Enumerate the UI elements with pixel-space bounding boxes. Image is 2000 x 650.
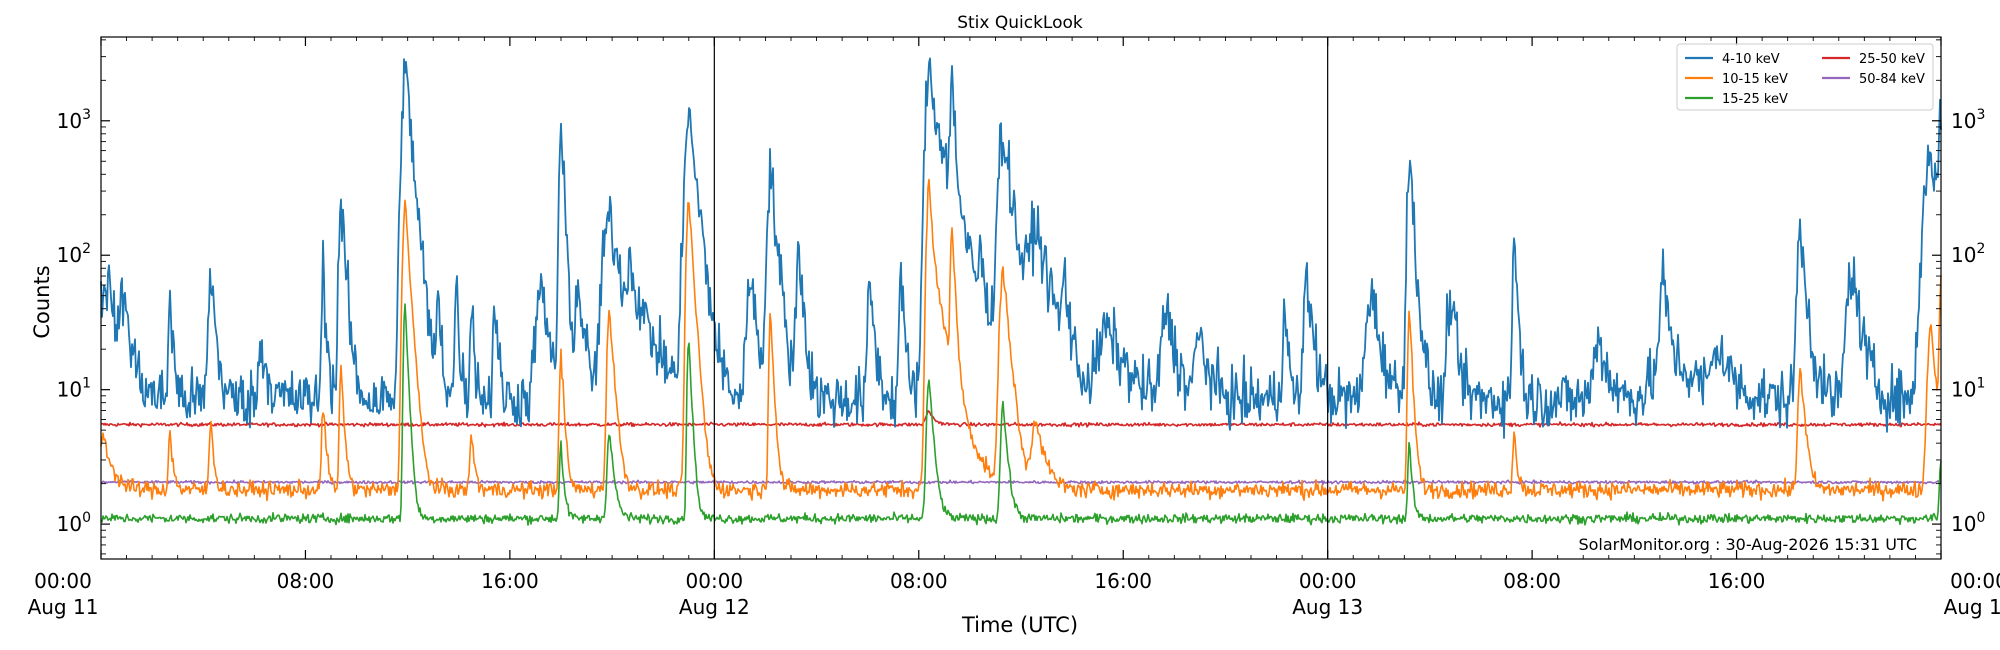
y-tick-label-left: 103 xyxy=(57,107,91,133)
x-tick-label-date: Aug 14 xyxy=(1944,595,2000,619)
legend-label: 4-10 keV xyxy=(1722,52,1780,67)
x-tick-label-time: 00:00 xyxy=(34,569,92,593)
legend-label: 50-84 keV xyxy=(1859,72,1925,87)
y-tick-label-left: 102 xyxy=(57,241,91,267)
series-layer xyxy=(100,57,1942,526)
y-tick-label-left: 100 xyxy=(57,510,91,536)
x-tick-label-time: 16:00 xyxy=(1094,569,1152,593)
y-axis-title: Counts xyxy=(30,265,54,338)
x-tick-label-time: 00:00 xyxy=(1950,569,2000,593)
chart-title: Stix QuickLook xyxy=(957,13,1083,33)
x-axis-title: Time (UTC) xyxy=(961,613,1078,637)
x-tick-label-time: 16:00 xyxy=(1708,569,1766,593)
y-tick-label-left: 101 xyxy=(57,376,91,402)
x-tick-label-time: 00:00 xyxy=(1299,569,1357,593)
legend-label: 10-15 keV xyxy=(1722,72,1788,87)
legend-label: 25-50 keV xyxy=(1859,52,1925,67)
x-tick-label-time: 16:00 xyxy=(481,569,539,593)
series-line-25-50-kev xyxy=(100,410,1942,428)
x-tick-label-date: Aug 12 xyxy=(679,595,750,619)
legend-box xyxy=(1676,43,1934,111)
y-tick-label-right: 102 xyxy=(1951,241,1985,267)
x-tick-label-time: 08:00 xyxy=(1503,569,1561,593)
x-tick-label-time: 08:00 xyxy=(890,569,948,593)
x-tick-label-time: 00:00 xyxy=(686,569,744,593)
series-line-10-15-kev xyxy=(100,178,1942,502)
y-axis-ticks: 100 100 101 101 102 102 103 103 xyxy=(57,39,1985,555)
legend: 4-10 keV 10-15 keV 15-25 keV 25-50 keV 50-84… xyxy=(1676,43,1934,111)
y-tick-label-right: 101 xyxy=(1951,376,1985,402)
x-tick-label-date: Aug 11 xyxy=(28,595,99,619)
series-line-4-10-kev xyxy=(100,57,1942,439)
legend-label: 15-25 keV xyxy=(1722,92,1788,107)
series-line-15-25-kev xyxy=(100,303,1942,526)
y-tick-label-right: 100 xyxy=(1951,510,1985,536)
series-line-50-84-kev xyxy=(100,479,1942,486)
day-boundary-lines xyxy=(713,37,1329,559)
x-tick-label-time: 08:00 xyxy=(277,569,335,593)
solarmonitor-timestamp: SolarMonitor.org : 30-Aug-2026 15:31 UTC xyxy=(1578,535,1917,554)
y-tick-label-right: 103 xyxy=(1951,107,1985,133)
x-tick-label-date: Aug 13 xyxy=(1292,595,1363,619)
